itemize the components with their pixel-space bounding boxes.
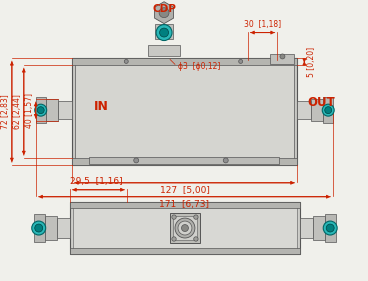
Bar bbox=[70, 202, 300, 208]
Circle shape bbox=[280, 54, 285, 59]
Bar bbox=[89, 157, 279, 164]
Bar bbox=[173, 216, 197, 240]
Circle shape bbox=[35, 104, 47, 116]
Bar bbox=[300, 218, 313, 238]
Circle shape bbox=[124, 59, 128, 64]
Bar bbox=[148, 44, 180, 56]
Circle shape bbox=[175, 218, 195, 238]
Circle shape bbox=[172, 215, 176, 219]
Circle shape bbox=[37, 107, 44, 114]
Bar bbox=[71, 158, 297, 165]
Bar bbox=[297, 101, 311, 119]
Text: IN: IN bbox=[93, 100, 108, 113]
Circle shape bbox=[156, 25, 172, 40]
Bar bbox=[71, 58, 297, 65]
Circle shape bbox=[35, 224, 43, 232]
Bar bbox=[70, 202, 300, 254]
Circle shape bbox=[32, 221, 46, 235]
Circle shape bbox=[323, 221, 337, 235]
Bar bbox=[323, 97, 333, 123]
Circle shape bbox=[181, 225, 188, 232]
Text: 171  [6,73]: 171 [6,73] bbox=[159, 200, 209, 209]
Bar bbox=[45, 216, 57, 240]
Bar bbox=[269, 55, 294, 64]
Circle shape bbox=[239, 59, 243, 64]
Circle shape bbox=[159, 8, 169, 18]
Bar bbox=[72, 206, 297, 250]
Circle shape bbox=[326, 224, 334, 232]
Text: 62 [2,44]: 62 [2,44] bbox=[13, 94, 22, 129]
Circle shape bbox=[325, 107, 332, 114]
Circle shape bbox=[194, 215, 198, 219]
Text: OUT: OUT bbox=[307, 96, 335, 109]
Bar bbox=[71, 58, 297, 165]
Bar bbox=[313, 216, 325, 240]
Bar bbox=[46, 99, 58, 121]
Bar bbox=[155, 24, 173, 38]
Circle shape bbox=[178, 221, 192, 235]
Bar bbox=[58, 101, 71, 119]
Circle shape bbox=[322, 104, 334, 116]
Polygon shape bbox=[155, 2, 174, 24]
Circle shape bbox=[160, 28, 169, 37]
Bar bbox=[325, 214, 336, 242]
Circle shape bbox=[223, 158, 228, 163]
Bar bbox=[36, 97, 46, 123]
Circle shape bbox=[172, 237, 176, 241]
Text: 29,5  [1,16]: 29,5 [1,16] bbox=[70, 177, 122, 186]
Text: 72 [2,83]: 72 [2,83] bbox=[1, 94, 10, 129]
Bar bbox=[311, 99, 323, 121]
Text: 127  [5,00]: 127 [5,00] bbox=[159, 186, 209, 195]
Text: 30  [1,18]: 30 [1,18] bbox=[244, 20, 281, 29]
Circle shape bbox=[134, 158, 139, 163]
Text: 40 [1,57]: 40 [1,57] bbox=[25, 93, 34, 128]
Bar bbox=[34, 214, 45, 242]
Text: CDP: CDP bbox=[152, 4, 176, 14]
Bar bbox=[57, 218, 70, 238]
Bar bbox=[170, 213, 200, 243]
Circle shape bbox=[194, 237, 198, 241]
Bar bbox=[75, 64, 294, 160]
Text: ϕ3  [ϕ0,12]: ϕ3 [ϕ0,12] bbox=[178, 62, 220, 71]
Bar bbox=[70, 248, 300, 254]
Text: 5 [0,20]: 5 [0,20] bbox=[307, 47, 316, 77]
